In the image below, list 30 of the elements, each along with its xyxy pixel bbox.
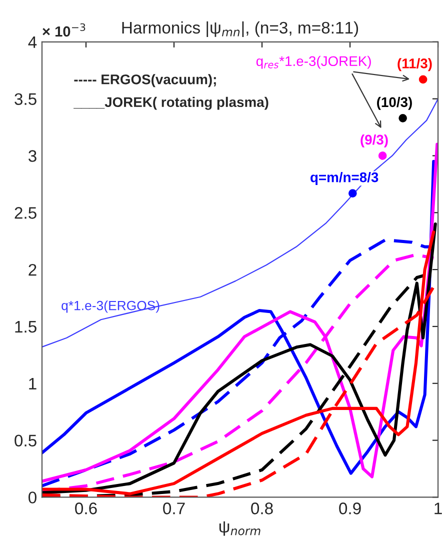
y-tick-label: 4 [28,36,37,48]
data-label: (9/3) [360,134,388,148]
x-tick-label: 0.6 [75,502,97,514]
y-tick-label: 1 [29,378,36,390]
x-tick-label: 0.8 [251,502,273,514]
point [378,152,387,160]
y-tick-label: 2.5 [14,207,36,219]
annotation: q$_{res}$*1.e-3(JOREK) [256,56,371,69]
annotation: ____JOREK( rotating plasma) [74,96,268,110]
series-label: q*1.e-3(ERGOS) [62,300,160,313]
y-tick-label: 0.5 [14,434,36,447]
y-tick-label: 2 [28,264,36,276]
text: × 10$^{−3}$ [42,23,86,37]
point [398,114,407,122]
point [348,189,357,198]
x-tick-label: 1 [434,502,442,514]
annotation: ----- ERGOS(vacuum); [74,74,216,88]
data-label: (11/3) [398,58,432,72]
data-label: q=m/n=8/3 [310,172,378,185]
y-tick-label: 1.5 [15,321,36,333]
x-tick-label: 0.7 [163,502,185,514]
line-series [42,98,438,348]
point [418,75,428,84]
x-axis-title: ψ$_{norm}$ [219,521,260,536]
x-tick-label: 0.9 [339,502,361,514]
y-tick-label: 0 [28,492,36,504]
y-tick-label: 3.5 [14,93,36,106]
y-tick-label: 3 [28,150,36,162]
chart-title: Harmonics |ψ$_{mn}$|, (n=3, m=8:11) [122,21,358,37]
data-label: (10/3) [377,96,412,110]
